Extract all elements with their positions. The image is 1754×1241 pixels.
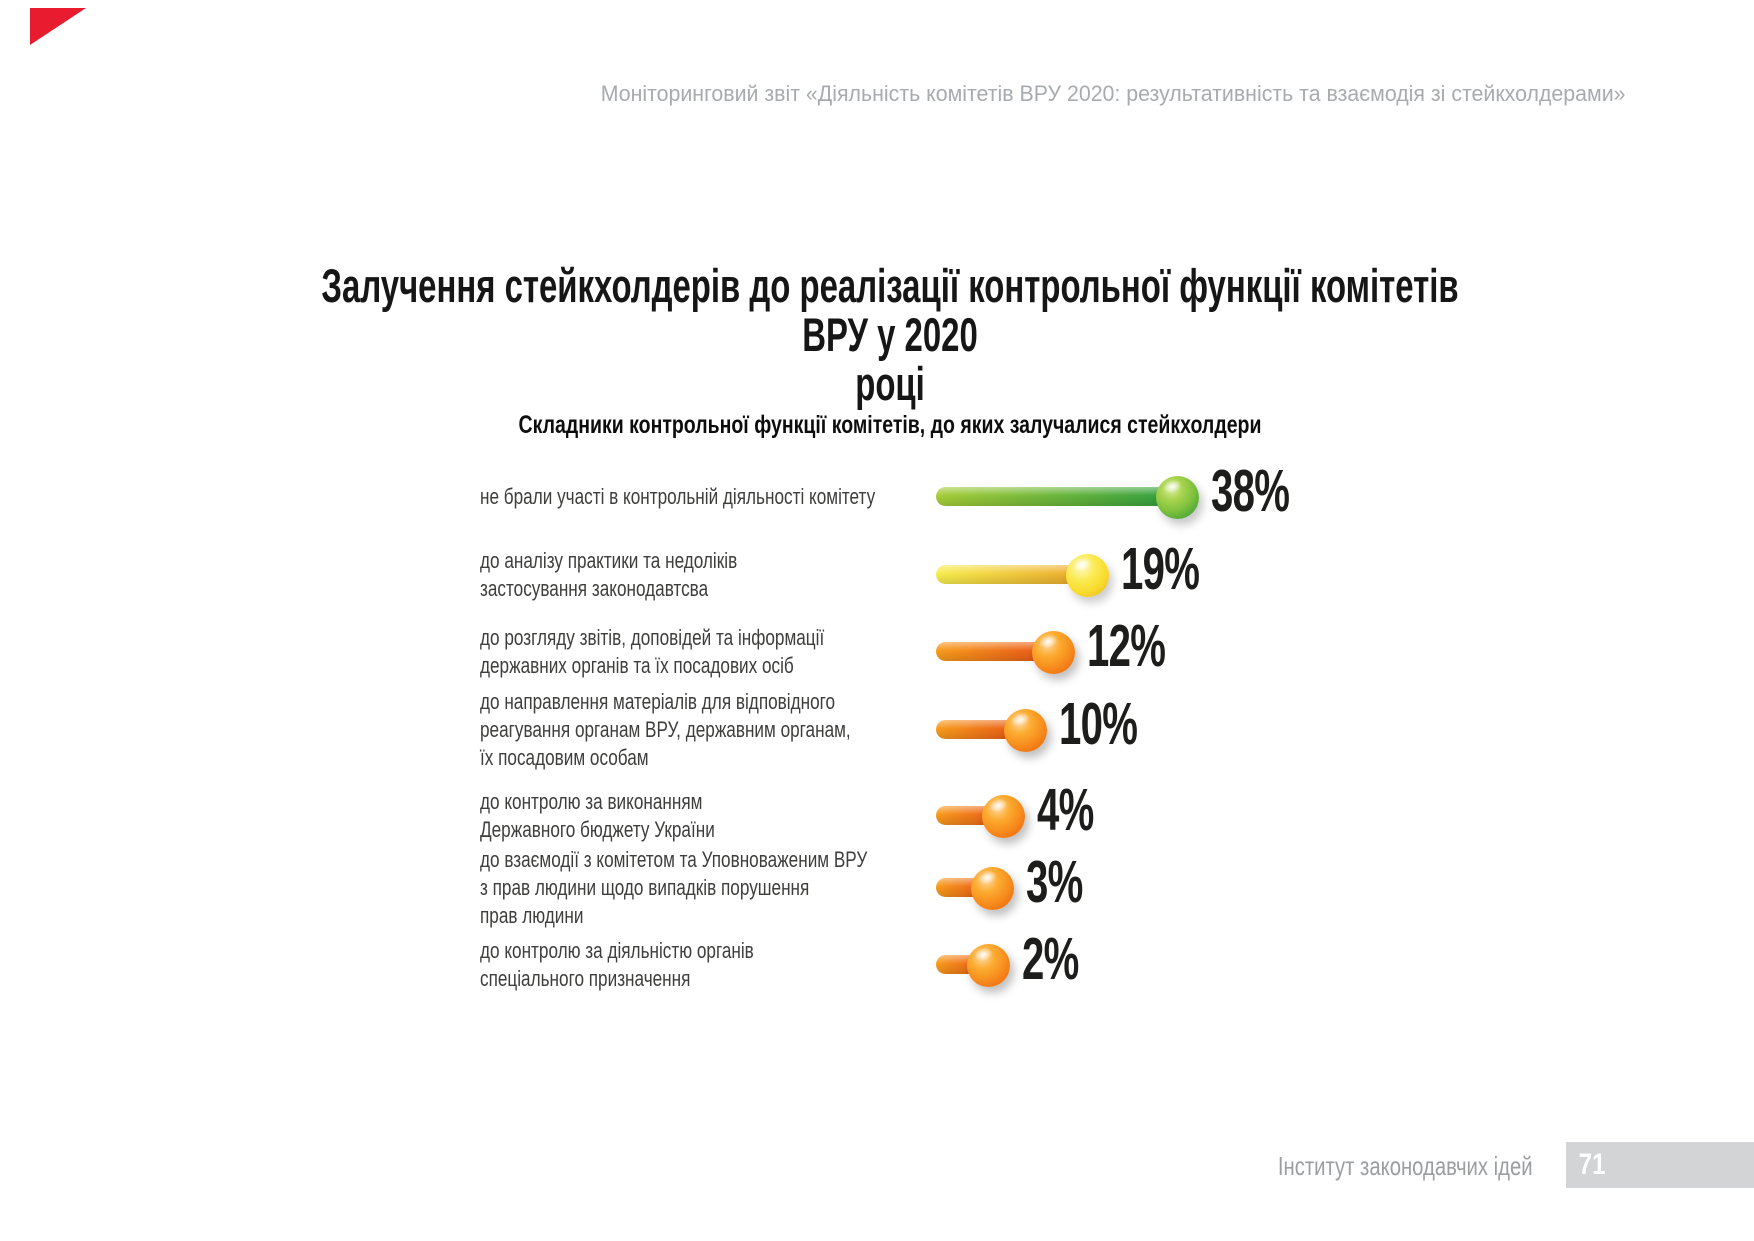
value-label: 4% [1037,777,1094,843]
lollipop-ball [1066,554,1109,597]
page-number-box: 71 [1566,1142,1754,1188]
report-header-note: Моніторинговий звіт «Діяльність комітеті… [600,81,1625,106]
category-label: до розгляду звітів, доповідей та інформа… [480,625,825,678]
category-label: до контролю за діяльністю органів спеціа… [480,938,754,991]
category-label: до взаємодії з комітетом та Уповноважени… [480,847,868,928]
lollipop-ball [967,944,1010,987]
value-label: 19% [1121,536,1200,602]
lollipop-ball [1004,709,1047,752]
value-label: 2% [1022,926,1079,992]
lollipop-ball [1032,631,1075,674]
category-label: не брали участі в контрольній діяльності… [480,484,876,509]
bar [936,487,1179,506]
footer-organization: Інститут законодавчих ідей [1278,1151,1533,1181]
chart-title: Залучення стейкхолдерів до реалізації ко… [321,259,1459,410]
lollipop-ball [982,795,1025,838]
value-label: 3% [1026,849,1083,915]
corner-mark [30,8,86,45]
bar [936,565,1089,584]
lollipop-ball [1156,476,1199,519]
bar [936,642,1055,661]
page-number: 71 [1578,1148,1606,1181]
category-label: до направлення матеріалів для відповідно… [480,689,851,770]
category-label: до контролю за виконанням Державного бюд… [480,789,715,842]
value-label: 38% [1211,458,1290,524]
lollipop-ball [971,867,1014,910]
value-label: 10% [1059,691,1138,757]
category-label: до аналізу практики та недоліків застосу… [480,548,738,601]
value-label: 12% [1087,613,1166,679]
chart-subtitle: Складники контрольної функції комітетів,… [518,411,1262,439]
